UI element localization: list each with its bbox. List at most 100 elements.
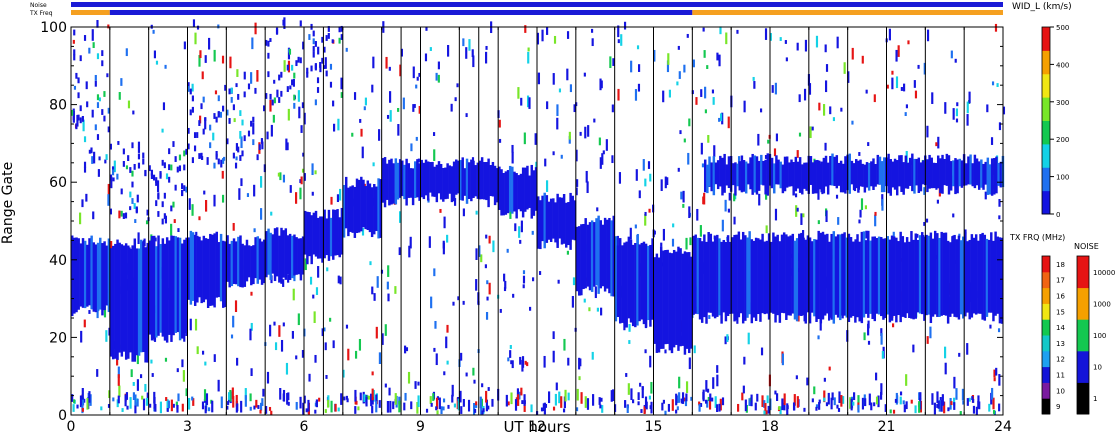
x-tick-label-2: 6 — [300, 419, 309, 435]
frequency-swatch-5 — [1042, 319, 1050, 336]
y-tick-label-4: 80 — [49, 98, 67, 114]
echo-bands — [71, 19, 1005, 363]
echo-band-16 — [692, 230, 1004, 324]
noise-swatch-1 — [1077, 350, 1089, 383]
noise-tick-1: 10 — [1093, 364, 1102, 372]
y-axis: 0 20 40 60 80 100 — [40, 20, 1003, 424]
velocity-tick-4: 400 — [1056, 61, 1069, 69]
frequency-tick-7: 16 — [1056, 293, 1065, 301]
frequency-tick-0: 9 — [1056, 403, 1060, 411]
plot-area: 0 3 6 9 12 15 18 21 24 0 20 40 60 80 100 — [40, 17, 1012, 435]
noise-tick-0: 1 — [1093, 395, 1097, 403]
x-tick-label-1: 3 — [183, 419, 192, 435]
txfreq-segment-2 — [692, 10, 1003, 15]
x-tick-label-8: 24 — [994, 419, 1012, 435]
x-tick-label-5: 15 — [645, 419, 663, 435]
frequency-tick-9: 18 — [1056, 261, 1065, 269]
velocity-colorbar: WID_L (km/s) 0 100 200 300 400 500 — [1012, 2, 1072, 219]
noise-colorbar-title: NOISE — [1074, 242, 1099, 251]
txfreq-segment-0 — [71, 10, 110, 15]
frequency-tick-6: 15 — [1056, 308, 1065, 316]
status-bars: Noise TX Freq — [29, 2, 1003, 17]
frequency-tick-4: 13 — [1056, 340, 1065, 348]
echo-band-4 — [226, 235, 266, 288]
echo-band-7 — [342, 176, 382, 239]
x-axis: 0 3 6 9 12 15 18 21 24 — [67, 27, 1012, 435]
echo-band-1 — [109, 238, 149, 363]
echo-band-9 — [420, 159, 460, 203]
velocity-colorbar-title: WID_L (km/s) — [1012, 2, 1072, 12]
x-tick-label-4: 12 — [528, 419, 546, 435]
frequency-tick-2: 11 — [1056, 372, 1065, 380]
echo-band-3 — [187, 230, 227, 308]
noise-swatch-0 — [1077, 382, 1089, 415]
frequency-swatch-7 — [1042, 287, 1050, 304]
velocity-tick-5: 500 — [1056, 24, 1069, 32]
velocity-swatch-1 — [1042, 167, 1050, 192]
echo-band-12 — [537, 192, 577, 250]
noise-swatch-3 — [1077, 287, 1089, 320]
frequency-tick-5: 14 — [1056, 324, 1065, 332]
noise-tick-4: 10000 — [1093, 269, 1115, 277]
txfreq-segment-1 — [109, 10, 693, 15]
noise-colorbar: NOISE 1 10 100 1000 10000 — [1074, 242, 1115, 415]
scan-boundaries — [109, 27, 965, 415]
echo-band-13 — [575, 215, 615, 297]
velocity-swatch-0 — [1042, 190, 1050, 215]
frequency-swatch-4 — [1042, 335, 1050, 352]
x-tick-label-7: 21 — [878, 419, 896, 435]
velocity-swatch-6 — [1042, 50, 1050, 75]
y-tick-label-3: 60 — [49, 175, 67, 191]
y-axis-label: Range Gate — [0, 162, 16, 244]
noise-tick-2: 100 — [1093, 332, 1106, 340]
velocity-tick-2: 200 — [1056, 136, 1069, 144]
frequency-tick-8: 17 — [1056, 277, 1065, 285]
echo-band-0 — [71, 235, 111, 317]
frequency-swatch-1 — [1042, 382, 1050, 399]
frequency-swatch-3 — [1042, 350, 1050, 368]
echo-band-15 — [653, 246, 693, 355]
frequency-tick-1: 10 — [1056, 387, 1065, 395]
velocity-swatch-4 — [1042, 97, 1050, 121]
frequency-swatch-0 — [1042, 398, 1050, 415]
echo-band-19 — [109, 141, 188, 225]
x-tick-label-6: 18 — [761, 419, 779, 435]
x-tick-label-0: 0 — [67, 419, 76, 435]
velocity-tick-0: 0 — [1056, 211, 1060, 219]
noise-tick-3: 1000 — [1093, 300, 1111, 308]
velocity-swatch-2 — [1042, 143, 1050, 168]
noise-swatch-2 — [1077, 319, 1089, 352]
y-tick-label-1: 20 — [49, 330, 67, 346]
x-tick-label-3: 9 — [416, 419, 425, 435]
echo-band-10 — [459, 157, 499, 208]
echo-band-5 — [265, 227, 305, 284]
y-tick-label-0: 0 — [58, 408, 67, 424]
echo-band-20 — [187, 82, 266, 169]
txfreq-bar-label: TX Freq — [29, 10, 53, 17]
echo-band-21 — [265, 19, 343, 109]
txfreq-status-bar — [71, 10, 1003, 15]
velocity-swatch-7 — [1042, 27, 1050, 51]
echo-band-11 — [498, 164, 538, 219]
frequency-swatch-9 — [1042, 256, 1050, 273]
echo-band-8 — [381, 157, 421, 208]
echo-band-6 — [304, 207, 344, 265]
noise-swatch-4 — [1077, 256, 1089, 289]
velocity-tick-1: 100 — [1056, 174, 1069, 182]
noise-bar-label: Noise — [30, 2, 47, 9]
echo-band-2 — [148, 235, 188, 343]
frequency-colorbar: TX FRQ (MHz) 9 10 11 12 13 14 15 16 17 18 — [1009, 233, 1065, 415]
velocity-swatch-5 — [1042, 73, 1050, 98]
echo-band-18 — [71, 29, 110, 173]
velocity-tick-3: 300 — [1056, 99, 1069, 107]
frequency-tick-3: 12 — [1056, 356, 1065, 364]
y-tick-label-5: 100 — [40, 20, 67, 36]
y-tick-label-2: 40 — [49, 253, 67, 269]
frequency-colorbar-title: TX FRQ (MHz) — [1009, 233, 1065, 242]
frequency-swatch-6 — [1042, 303, 1050, 320]
x-axis-label: UT hours — [503, 418, 570, 435]
frequency-swatch-8 — [1042, 271, 1050, 289]
frequency-swatch-2 — [1042, 366, 1050, 383]
noise-status-bar — [71, 2, 1003, 7]
